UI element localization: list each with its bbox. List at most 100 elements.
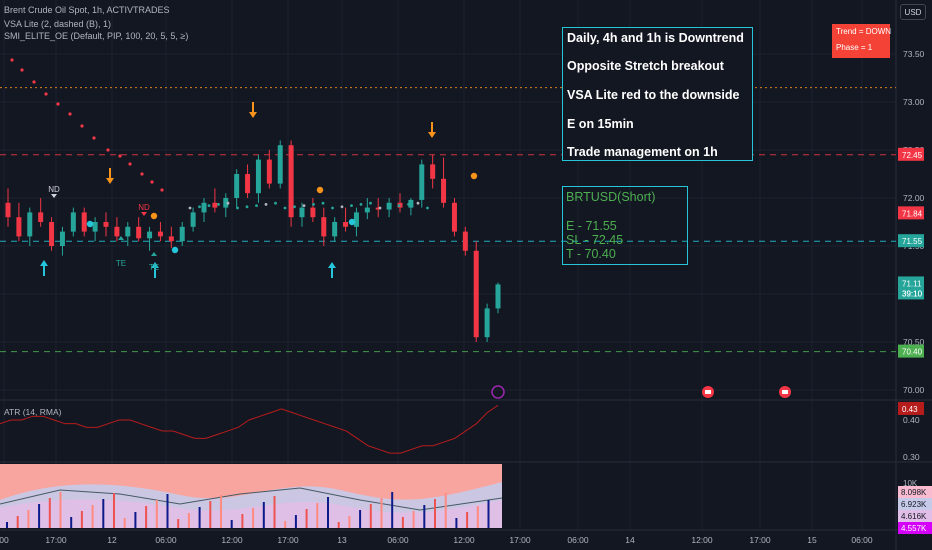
- candle: [125, 222, 131, 246]
- candle: [332, 217, 338, 242]
- candle-body: [462, 231, 468, 251]
- candle: [353, 207, 359, 237]
- trade-box: BRTUSD(Short) E - 71.55 SL - 72.45 T - 7…: [562, 186, 688, 265]
- currency-button[interactable]: USD: [900, 4, 926, 20]
- price-badge: [898, 234, 924, 248]
- candle-body: [495, 284, 501, 309]
- note-line: Opposite Stretch breakout: [567, 59, 724, 73]
- candle-body: [321, 217, 327, 237]
- smi-volume-bar: [262, 502, 265, 528]
- indicator-vsa-legend[interactable]: VSA Lite (2, dashed (B), 1): [4, 19, 112, 29]
- candle: [168, 226, 174, 248]
- candle-body: [212, 202, 218, 208]
- candle-body: [343, 222, 349, 227]
- candle-body: [419, 164, 425, 200]
- candle-body: [103, 222, 109, 227]
- flag-stripe: [782, 390, 788, 394]
- smi-volume-bar: [391, 492, 394, 528]
- stretch-dot: [226, 201, 230, 205]
- phase-label: Phase = 1: [836, 43, 873, 52]
- smi-volume-bar: [380, 498, 383, 528]
- stretch-dot: [188, 206, 192, 210]
- smi-volume-bar: [198, 507, 201, 528]
- stretch-dot: [331, 206, 334, 210]
- atr-pane: ATR (14, RMA) 0.40 0.30 0.43: [0, 401, 924, 462]
- candle: [147, 226, 153, 251]
- smi-volume-bar: [91, 505, 94, 528]
- atr-badge-label: 0.43: [902, 405, 918, 414]
- smi-volume-bar: [252, 508, 255, 528]
- smi-badge-label: 8.098K: [901, 488, 927, 497]
- candle: [343, 207, 349, 232]
- buy-arrow-icon: [151, 262, 159, 278]
- time-tick-label: 12: [107, 535, 117, 545]
- candle: [27, 207, 33, 246]
- price-tick-label: 73.50: [903, 49, 925, 59]
- price-badge-label: 71.11: [902, 279, 922, 288]
- candle-body: [310, 207, 316, 218]
- stretch-dot: [160, 188, 164, 192]
- time-tick-label: 17:00: [749, 535, 771, 545]
- candle-body: [299, 207, 305, 218]
- indicator-smi-legend[interactable]: SMI_ELITE_OE (Default, PIP, 100, 20, 5, …: [4, 31, 189, 41]
- smi-badge: [898, 486, 932, 498]
- smi-volume-bar: [273, 496, 276, 528]
- stretch-dot: [198, 205, 201, 209]
- smi-badge-label: 6.923K: [901, 500, 927, 509]
- stretch-dot: [32, 80, 36, 84]
- smi-volume-bar: [38, 504, 41, 528]
- candle: [441, 157, 447, 208]
- candle-body: [5, 202, 11, 218]
- candle-body: [125, 226, 131, 237]
- candle-body: [201, 202, 207, 213]
- chart-title: Brent Crude Oil Spot, 1h, ACTIVTRADES: [4, 5, 170, 15]
- candle-body: [147, 231, 153, 239]
- stretch-dot: [92, 136, 96, 140]
- candle-body: [16, 217, 22, 237]
- candle: [484, 303, 490, 342]
- stretch-dot: [236, 206, 239, 210]
- smi-volume-bar: [187, 513, 190, 528]
- signal-triangle-icon: [118, 236, 124, 240]
- candle-body: [288, 145, 294, 218]
- time-tick-label: 13: [337, 535, 347, 545]
- candle-body: [430, 164, 436, 179]
- smi-volume-bar: [6, 522, 8, 528]
- candle: [92, 217, 98, 242]
- candle: [190, 207, 196, 232]
- candle-body: [484, 308, 490, 338]
- candle: [201, 198, 207, 222]
- stretch-dot: [359, 203, 363, 206]
- signal-dot: [86, 220, 94, 228]
- candle: [462, 226, 468, 256]
- stretch-dot: [264, 203, 268, 206]
- candle: [495, 282, 501, 314]
- price-badge: [898, 147, 924, 161]
- smi-volume-bar: [305, 509, 308, 528]
- candle: [419, 159, 425, 208]
- candle: [321, 207, 327, 246]
- smi-volume-bar: [155, 500, 158, 528]
- time-tick-label: 00: [0, 535, 9, 545]
- smi-volume-bar: [337, 522, 340, 528]
- time-tick-label: 12:00: [453, 535, 475, 545]
- stretch-dot: [378, 206, 382, 210]
- trend-label: Trend = DOWN: [836, 27, 892, 36]
- smi-volume-bar: [177, 519, 180, 528]
- stretch-dot: [128, 162, 132, 166]
- smi-volume-bar: [134, 512, 137, 528]
- candle: [430, 154, 436, 189]
- candle: [103, 212, 109, 237]
- price-badge-label: 71.55: [902, 237, 923, 246]
- candle-body: [255, 159, 261, 194]
- smi-volume-bar: [455, 518, 458, 528]
- smi-volume-bar: [284, 521, 287, 528]
- price-tick-label: 73.00: [903, 97, 925, 107]
- smi-volume-bar: [466, 512, 469, 528]
- stretch-dot: [293, 205, 296, 209]
- smi-volume-bar: [80, 511, 83, 528]
- smi-volume-bar: [113, 493, 115, 528]
- candle: [364, 198, 370, 220]
- smi-volume-bar: [123, 518, 126, 528]
- time-tick-label: 14: [625, 535, 635, 545]
